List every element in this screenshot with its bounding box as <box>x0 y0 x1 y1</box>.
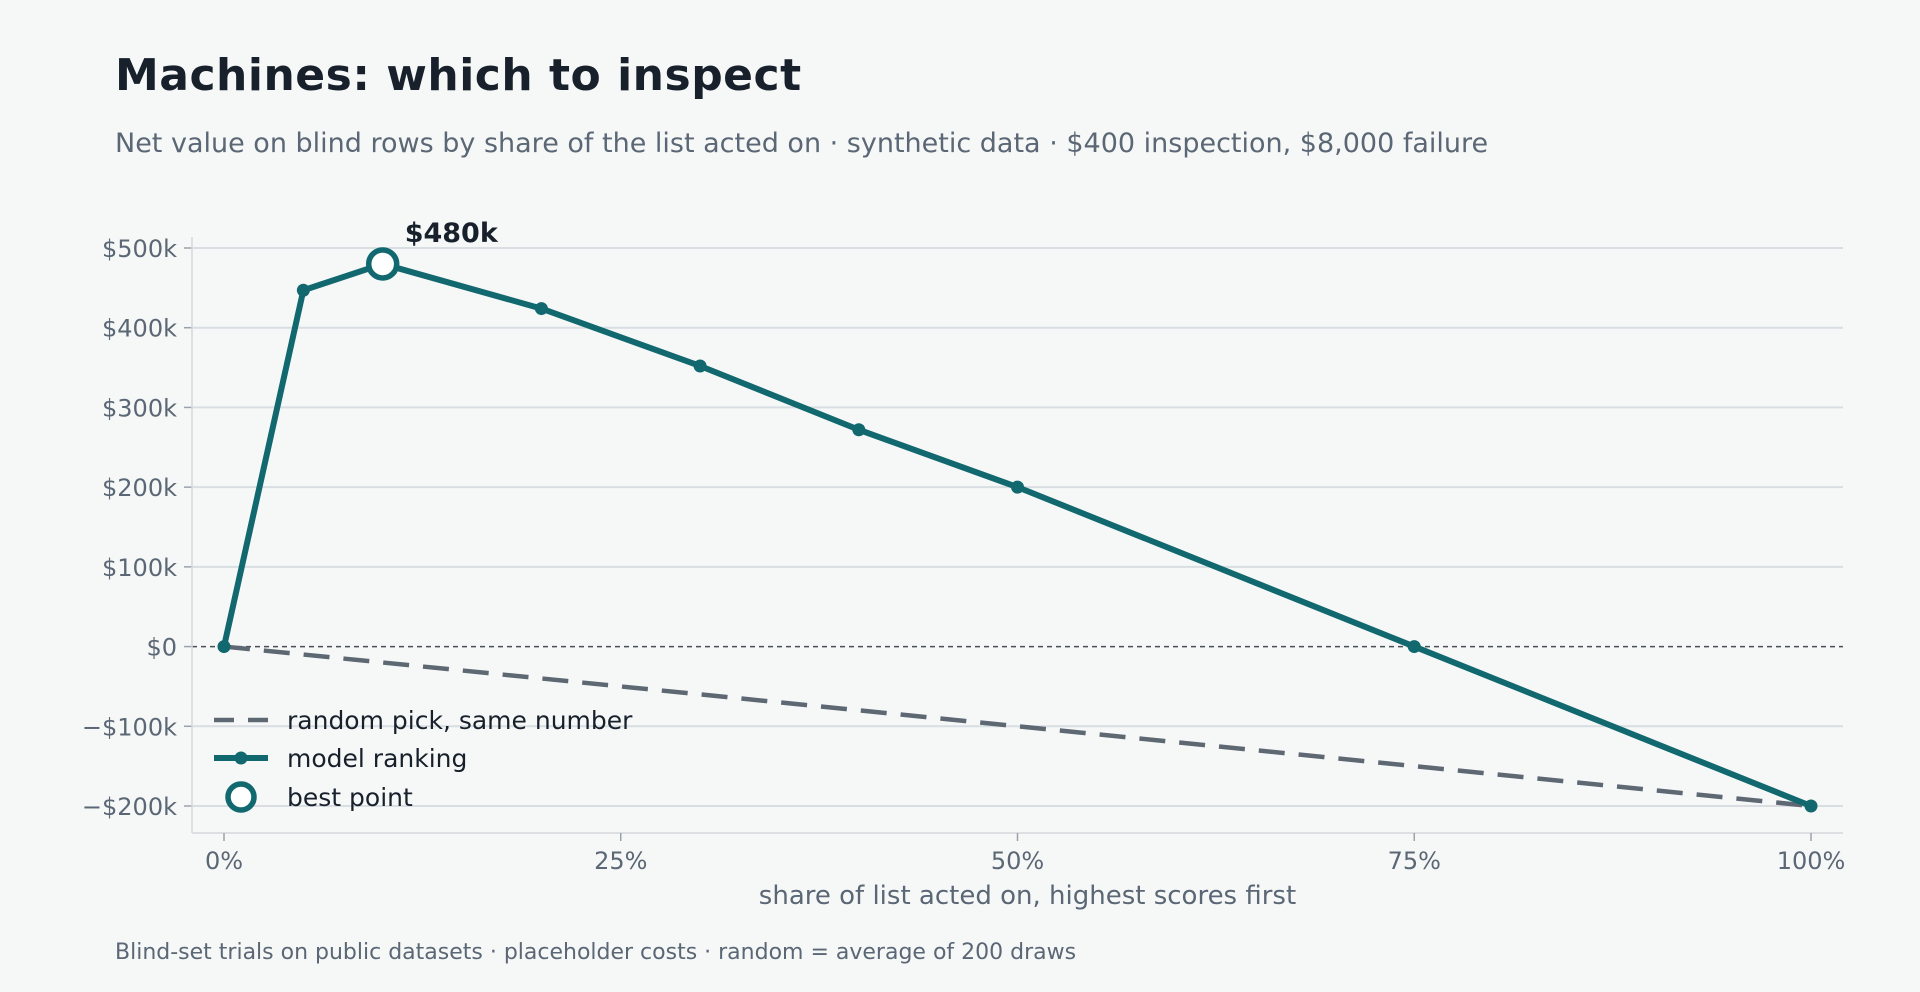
y-tick-label: $100k <box>102 554 177 582</box>
gridlines <box>192 247 1843 807</box>
y-tick-label: −$200k <box>82 793 177 821</box>
model-point <box>1804 799 1818 813</box>
series: $480k <box>217 218 1818 813</box>
x-tick-label: 75% <box>1388 847 1441 875</box>
best-point-label: $480k <box>405 218 499 249</box>
legend-swatch-best <box>225 781 257 813</box>
y-tick-label: $300k <box>102 394 177 422</box>
chart-title: Machines: which to inspect <box>115 50 802 101</box>
x-tick-label: 50% <box>991 847 1044 875</box>
legend: random pick, same number model ranking bes… <box>214 706 633 813</box>
model-point <box>296 283 310 297</box>
model-point <box>534 302 548 316</box>
legend-label-model: model ranking <box>287 744 467 773</box>
legend-swatch-model-dot <box>234 751 248 765</box>
model-point <box>1011 480 1024 494</box>
axes: −$200k −$100k $0 $100k $200k $300k $400k $500k 0… <box>82 235 1845 911</box>
model-point <box>1407 640 1421 654</box>
model-point <box>852 423 866 437</box>
model-point <box>693 359 707 373</box>
legend-label-random: random pick, same number <box>287 706 633 735</box>
random-pick-line <box>223 644 1812 809</box>
x-axis-label: share of list acted on, highest scores f… <box>759 881 1296 911</box>
chart-subtitle: Net value on blind rows by share of the … <box>115 128 1489 159</box>
y-tick-label: −$100k <box>82 713 177 741</box>
best-point-marker <box>365 247 400 281</box>
x-tick-label: 25% <box>594 847 647 875</box>
chart-footnote: Blind-set trials on public datasets · pl… <box>115 940 1077 965</box>
y-tick-label: $500k <box>102 235 177 263</box>
x-tick-label: 0% <box>205 847 243 875</box>
model-point <box>217 640 231 654</box>
legend-label-best: best point <box>287 783 413 812</box>
y-tick-label: $0 <box>146 634 177 662</box>
x-tick-label: 100% <box>1777 847 1846 875</box>
y-tick-label: $200k <box>102 474 177 502</box>
y-tick-label: $400k <box>102 315 177 343</box>
